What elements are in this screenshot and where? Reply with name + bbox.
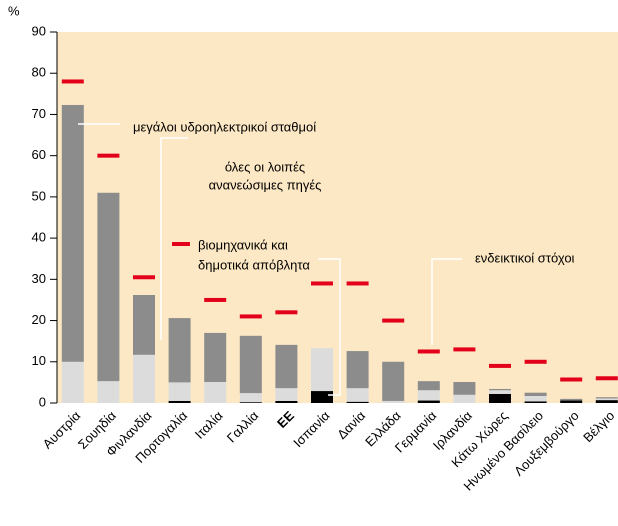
bar-segment — [133, 354, 155, 403]
series-label: ανανεώσιμες πηγές — [209, 177, 322, 192]
bar-segment — [311, 391, 333, 403]
y-tick-label: 70 — [32, 106, 46, 121]
y-tick-label: 50 — [32, 188, 46, 203]
bar-segment — [97, 192, 120, 382]
target-marker — [560, 377, 583, 382]
target-marker — [489, 363, 511, 368]
y-tick-label: 90 — [32, 23, 46, 38]
target-marker — [453, 347, 476, 352]
y-tick-label: 0 — [39, 394, 46, 409]
y-axis-label: % — [8, 3, 20, 18]
bar-segment — [239, 335, 262, 394]
bar-segment — [417, 400, 440, 403]
bar-segment — [239, 402, 262, 403]
target-marker — [275, 310, 298, 315]
bar-segment — [417, 381, 440, 391]
bar-segment — [133, 294, 155, 355]
bar-segment — [168, 400, 191, 403]
legend-swatch — [172, 242, 190, 246]
target-marker — [239, 314, 262, 319]
target-marker — [382, 318, 405, 323]
x-tick-label: Γαλλία — [224, 408, 262, 446]
leader-line — [160, 137, 188, 340]
bar-segment — [489, 388, 511, 391]
bar-segment — [346, 388, 369, 402]
bar-segment — [61, 361, 84, 403]
bar-segment — [524, 392, 547, 396]
bar-segment — [204, 381, 227, 403]
x-tick-label: ΕΕ — [274, 408, 297, 431]
bar-segment — [560, 398, 583, 401]
bar-segment — [489, 390, 511, 394]
x-tick-label: Ισπανία — [290, 408, 333, 451]
bar-segment — [595, 398, 618, 401]
target-marker — [595, 376, 618, 381]
target-marker — [417, 349, 440, 354]
target-marker — [97, 153, 120, 158]
bar-segment — [560, 400, 583, 403]
bar-segment — [595, 400, 618, 403]
bar-segment — [382, 400, 405, 403]
bar-segment — [168, 382, 191, 401]
bar-segment — [204, 332, 227, 382]
bar-segment — [275, 400, 298, 403]
x-tick-label: Ιταλία — [192, 408, 226, 442]
bar-segment — [97, 381, 120, 403]
bar-segment — [417, 390, 440, 401]
x-tick-label: Λουξεμβούργο — [511, 408, 582, 479]
bar-segment — [489, 393, 511, 403]
bar-segment — [382, 361, 405, 401]
bar-segment — [346, 351, 369, 389]
leader-line — [431, 258, 462, 345]
bar-segment — [453, 394, 476, 403]
series-label: μεγάλοι υδροηλεκτρικοί σταθμοί — [133, 119, 316, 134]
bar-segment — [61, 104, 84, 362]
bar-segment — [453, 381, 476, 395]
y-tick-label: 20 — [32, 312, 46, 327]
target-marker — [61, 79, 84, 84]
bar-segment — [275, 344, 298, 389]
y-tick-label: 10 — [32, 353, 46, 368]
y-tick-label: 60 — [32, 147, 46, 162]
x-tick-label: Αυστρία — [40, 408, 84, 452]
x-tick-label: Βέλγιο — [580, 408, 617, 445]
bar-segment — [168, 318, 191, 383]
leader-lines — [78, 123, 462, 396]
bar-segment — [275, 388, 298, 401]
y-tick-label: 40 — [32, 230, 46, 245]
series-label: όλες οι λοιπές — [225, 159, 305, 174]
bar-segment — [524, 395, 547, 402]
bar-segment — [595, 397, 618, 399]
bar-segment — [346, 401, 369, 403]
series-label: δημοτικά απόβλητα — [198, 257, 310, 272]
bar-segment — [239, 393, 262, 403]
target-marker — [311, 281, 333, 286]
target-marker — [204, 297, 227, 302]
target-marker — [133, 275, 155, 280]
leader-line — [318, 258, 341, 396]
bar-segment — [524, 401, 547, 403]
bar-segment — [311, 348, 333, 392]
y-tick-label: 30 — [32, 271, 46, 286]
target-marker — [346, 281, 369, 286]
target-label: ενδεικτικοί στόχοι — [475, 250, 575, 265]
y-tick-label: 80 — [32, 65, 46, 80]
target-marker — [524, 359, 547, 364]
series-label: βιομηχανικά και — [198, 237, 288, 252]
